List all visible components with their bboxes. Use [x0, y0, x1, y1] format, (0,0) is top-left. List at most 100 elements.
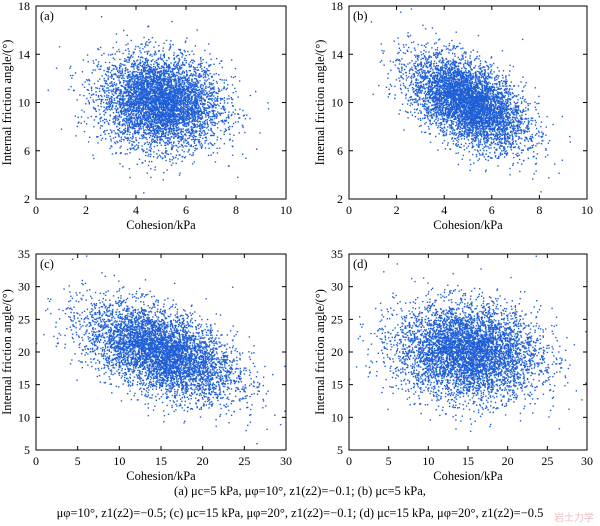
data-point: [181, 115, 184, 117]
data-point: [151, 135, 154, 138]
data-point: [131, 140, 133, 143]
data-point: [170, 79, 172, 81]
data-point: [237, 113, 239, 115]
data-point: [221, 66, 223, 69]
data-point: [238, 117, 240, 119]
data-point: [188, 134, 191, 137]
data-point: [132, 126, 134, 129]
data-point: [223, 86, 225, 88]
data-point: [193, 113, 195, 115]
data-point: [156, 142, 159, 144]
data-point: [199, 121, 202, 123]
data-point: [158, 44, 160, 47]
data-point: [119, 147, 121, 149]
data-point: [135, 124, 137, 126]
data-point: [127, 109, 129, 111]
data-point: [223, 79, 225, 81]
data-point: [189, 109, 192, 112]
data-point: [200, 134, 202, 137]
data-point: [162, 70, 165, 72]
data-point: [193, 70, 196, 73]
data-point: [163, 63, 166, 65]
data-point: [183, 151, 185, 153]
data-point: [179, 99, 182, 102]
data-point: [199, 86, 202, 88]
data-point: [149, 54, 151, 57]
data-point: [127, 101, 130, 103]
data-point: [170, 77, 172, 79]
data-point: [138, 114, 140, 116]
data-point: [165, 92, 167, 95]
data-point: [147, 94, 149, 96]
data-point: [184, 129, 187, 132]
data-point: [107, 77, 109, 79]
data-point: [126, 139, 129, 142]
data-point: [165, 83, 167, 85]
data-point: [106, 67, 109, 69]
data-point: [141, 72, 143, 74]
data-point: [191, 85, 193, 87]
data-point: [164, 92, 166, 95]
data-point: [135, 89, 138, 91]
data-point: [123, 139, 125, 141]
data-point: [132, 66, 134, 68]
data-point: [186, 114, 188, 117]
data-point: [174, 110, 177, 112]
data-point: [184, 79, 187, 81]
data-point: [168, 116, 170, 118]
data-point: [143, 81, 146, 83]
data-point: [206, 92, 208, 94]
data-point: [181, 149, 184, 151]
data-point: [201, 70, 203, 73]
data-point: [100, 134, 102, 137]
data-point: [204, 140, 207, 142]
data-point: [134, 149, 136, 151]
data-point: [176, 87, 178, 89]
data-point: [145, 75, 147, 77]
data-point: [180, 86, 183, 88]
data-point: [145, 118, 148, 120]
data-point: [212, 115, 215, 117]
data-point: [160, 80, 162, 82]
data-point: [105, 101, 108, 104]
data-point: [187, 121, 189, 124]
data-point: [163, 90, 165, 92]
data-point: [172, 104, 174, 107]
data-point: [126, 137, 128, 140]
data-point: [111, 83, 114, 85]
data-point: [178, 67, 181, 69]
data-point: [207, 143, 210, 145]
data-point: [171, 113, 174, 115]
data-point: [181, 144, 183, 147]
data-point: [136, 121, 139, 123]
data-point: [168, 68, 170, 70]
data-point: [210, 129, 212, 132]
data-point: [217, 87, 219, 89]
data-point: [196, 130, 198, 133]
data-point: [219, 90, 221, 92]
data-point: [178, 140, 181, 143]
data-point: [216, 95, 219, 98]
data-point: [155, 91, 158, 93]
data-point: [174, 80, 176, 82]
data-point: [129, 109, 132, 111]
data-point: [187, 83, 189, 85]
data-point: [221, 119, 224, 122]
data-point: [175, 56, 178, 58]
data-point: [169, 99, 171, 101]
data-point: [133, 62, 136, 65]
data-point: [107, 90, 109, 92]
data-point: [147, 64, 150, 67]
data-point: [112, 73, 115, 76]
data-point: [165, 121, 168, 123]
scatter-points: [47, 16, 270, 194]
data-point: [142, 105, 145, 108]
data-point: [119, 104, 121, 106]
data-point: [173, 116, 175, 118]
data-point: [148, 101, 151, 103]
data-point: [169, 85, 171, 87]
data-point: [210, 154, 212, 156]
data-point: [152, 76, 154, 78]
data-point: [142, 57, 144, 59]
data-point: [86, 54, 89, 56]
